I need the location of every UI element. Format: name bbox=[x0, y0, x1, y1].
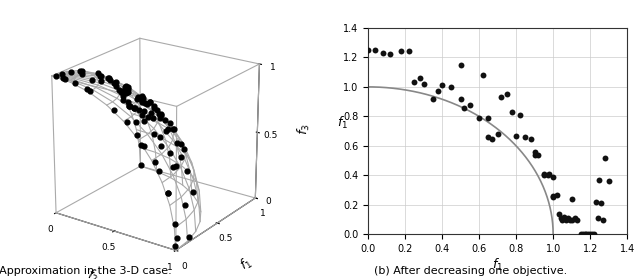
Point bbox=[477, 73, 488, 77]
Point bbox=[533, 153, 543, 157]
Point bbox=[511, 133, 521, 138]
Point bbox=[557, 217, 568, 222]
Point bbox=[428, 97, 438, 101]
Point bbox=[570, 216, 580, 220]
Point bbox=[595, 177, 605, 182]
Point bbox=[581, 232, 591, 237]
Point bbox=[576, 232, 586, 237]
X-axis label: $f_1$: $f_1$ bbox=[492, 257, 503, 273]
Point bbox=[415, 76, 425, 80]
Point bbox=[552, 192, 562, 197]
Point bbox=[578, 232, 588, 237]
Point bbox=[465, 102, 475, 107]
Point bbox=[515, 113, 525, 117]
Point bbox=[548, 194, 558, 198]
Point bbox=[572, 217, 582, 222]
Text: (a) Approximation in the 3-D case.: (a) Approximation in the 3-D case. bbox=[0, 266, 172, 276]
Point bbox=[566, 217, 577, 222]
Point bbox=[526, 136, 536, 141]
Point bbox=[545, 172, 555, 176]
Point bbox=[583, 232, 593, 237]
Point bbox=[598, 217, 608, 222]
Point bbox=[474, 116, 484, 120]
Point bbox=[396, 49, 406, 54]
Point bbox=[548, 175, 558, 179]
Point bbox=[419, 82, 429, 86]
Y-axis label: $f_1$: $f_1$ bbox=[337, 115, 348, 131]
Point bbox=[529, 153, 540, 157]
Point bbox=[548, 195, 558, 200]
Point bbox=[589, 232, 599, 237]
Point bbox=[529, 150, 540, 154]
Point bbox=[456, 62, 466, 67]
Point bbox=[433, 89, 444, 93]
Point bbox=[539, 172, 549, 176]
Point bbox=[587, 232, 597, 237]
Point bbox=[446, 85, 456, 89]
Point bbox=[591, 200, 601, 204]
Point bbox=[566, 197, 577, 201]
Point bbox=[556, 216, 566, 220]
Point bbox=[456, 97, 466, 101]
Point bbox=[493, 132, 503, 136]
Point bbox=[487, 136, 497, 141]
Point bbox=[585, 232, 595, 237]
Point bbox=[409, 80, 419, 85]
Point bbox=[543, 173, 553, 178]
Point bbox=[378, 51, 388, 55]
Text: (b) After decreasing one objective.: (b) After decreasing one objective. bbox=[374, 266, 567, 276]
Point bbox=[404, 49, 414, 54]
Point bbox=[600, 155, 610, 160]
Point bbox=[539, 173, 549, 178]
Point bbox=[483, 116, 493, 120]
Point bbox=[371, 48, 381, 52]
Point bbox=[502, 92, 512, 97]
Point bbox=[604, 179, 614, 184]
Point bbox=[508, 110, 518, 114]
Point bbox=[593, 216, 603, 220]
Point bbox=[520, 135, 531, 139]
Point bbox=[496, 95, 506, 99]
Point bbox=[561, 217, 572, 222]
Point bbox=[459, 105, 469, 110]
Point bbox=[385, 52, 396, 57]
Point bbox=[564, 217, 575, 222]
X-axis label: $f_2$: $f_2$ bbox=[85, 267, 100, 279]
Point bbox=[483, 135, 493, 139]
Y-axis label: $f_1$: $f_1$ bbox=[237, 254, 255, 274]
Point bbox=[579, 232, 589, 237]
Point bbox=[554, 211, 564, 216]
Point bbox=[596, 201, 607, 206]
Point bbox=[559, 215, 570, 219]
Point bbox=[563, 216, 573, 220]
Point bbox=[437, 83, 447, 88]
Point bbox=[363, 48, 373, 52]
